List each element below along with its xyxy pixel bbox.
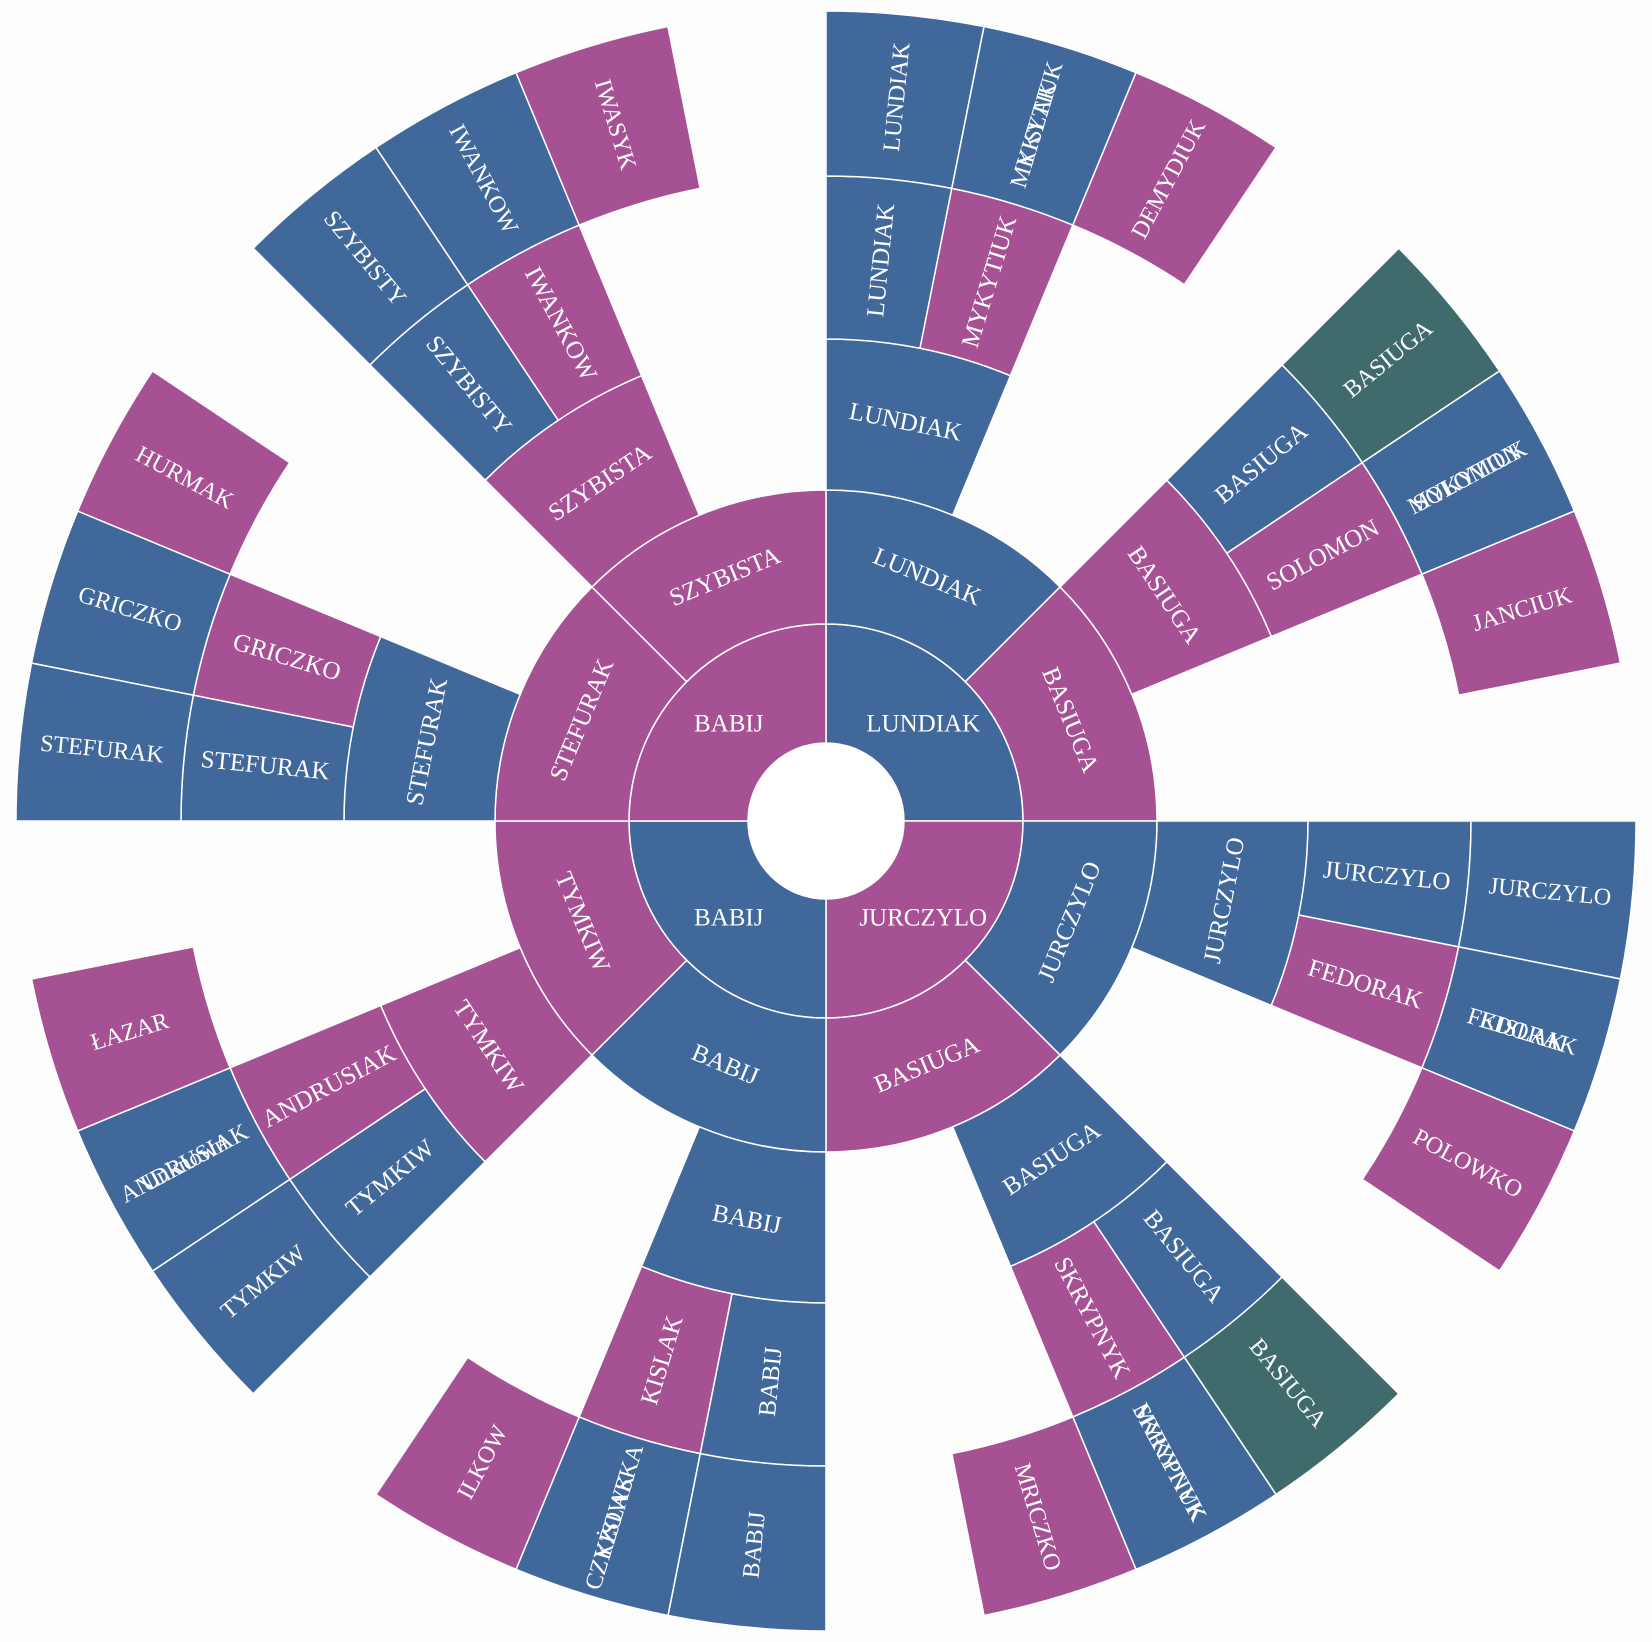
sunburst-label-ring1-babij: BABIJ <box>694 905 764 932</box>
sunburst-segments <box>15 10 1637 1632</box>
sunburst-label-ring1-lundiak: LUNDIAK <box>866 710 980 737</box>
sunburst-segment-ring5-demydiuk[interactable] <box>1071 71 1278 286</box>
sunburst-segment-ring5-hurmak[interactable] <box>76 369 291 576</box>
center-hole <box>748 743 904 899</box>
sunburst-segment-ring5-janciuk[interactable] <box>1420 510 1622 697</box>
sunburst-label-ring1-jurczylo: JURCZYLO <box>859 905 987 932</box>
sunburst-label-ring1-babij: BABIJ <box>694 710 764 737</box>
sunburst-segment-ring5-polowko[interactable] <box>1361 1066 1576 1273</box>
sunburst-segment-ring5-ilkow[interactable] <box>374 1356 581 1571</box>
sunburst-segment-ring5-iwasyk[interactable] <box>515 25 702 227</box>
sunburst-segment-ring5-azar[interactable] <box>30 945 232 1132</box>
sunburst-segment-ring5-mriczko[interactable] <box>950 1415 1137 1617</box>
